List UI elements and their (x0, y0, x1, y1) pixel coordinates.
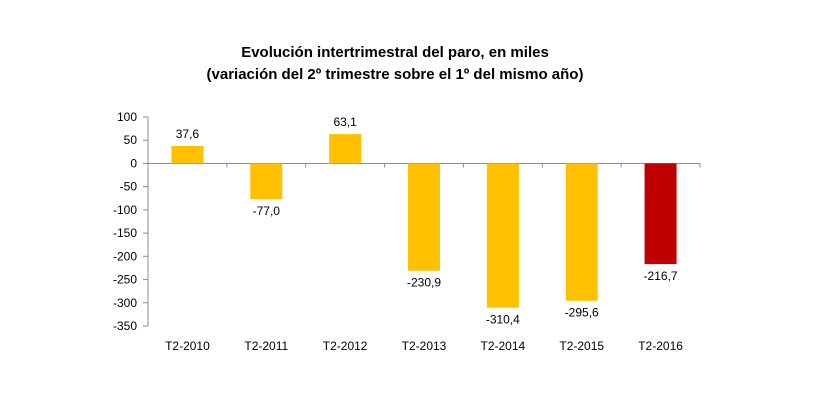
data-label: 37,6 (176, 127, 200, 141)
data-label: -216,7 (644, 269, 678, 283)
y-tick-label: -350 (113, 319, 137, 333)
category-label: T2-2013 (402, 339, 447, 353)
y-tick-label: -300 (113, 296, 137, 310)
data-label: -77,0 (253, 204, 281, 218)
y-tick-label: -250 (113, 273, 137, 287)
category-label: T2-2014 (481, 339, 526, 353)
chart-title: Evolución intertrimestral del paro, en m… (241, 44, 549, 61)
y-tick-label: -150 (113, 226, 137, 240)
data-label: -295,6 (565, 306, 599, 320)
bar-t2-2011 (250, 163, 283, 200)
bar-t2-2010 (171, 145, 204, 164)
y-tick-label: -200 (113, 249, 137, 263)
category-label: T2-2011 (244, 339, 288, 353)
bar-t2-2015 (565, 163, 598, 301)
bar-t2-2013 (408, 163, 440, 271)
bar-t2-2016 (644, 163, 677, 265)
y-tick-label: -50 (120, 180, 138, 194)
category-label: T2-2016 (638, 339, 683, 353)
y-tick-label: 50 (124, 133, 138, 147)
category-label: T2-2012 (323, 339, 368, 353)
data-labels: 37,6 -77,0 63,1 -230,9 -310,4 -295,6 -216,7 (176, 115, 678, 326)
data-label: -230,9 (407, 276, 441, 290)
y-axis-ticks: 100 50 0 -50 -100 -150 -200 -250 -300 -350 (113, 110, 701, 333)
bar-t2-2012 (329, 134, 362, 164)
category-labels: T2-2010 T2-2011 T2-2012 T2-2013 T2-2014 T2-20… (165, 339, 683, 353)
y-tick-label: 0 (130, 156, 137, 170)
bar-t2-2014 (486, 163, 519, 308)
category-label: T2-2010 (165, 339, 210, 353)
y-tick-label: -100 (113, 203, 137, 217)
chart-subtitle: (variación del 2º trimestre sobre el 1º … (207, 66, 584, 83)
bars (171, 134, 677, 308)
data-label: -310,4 (486, 313, 520, 327)
data-label: 63,1 (333, 115, 357, 129)
y-tick-label: 100 (117, 110, 137, 124)
category-label: T2-2015 (559, 339, 604, 353)
